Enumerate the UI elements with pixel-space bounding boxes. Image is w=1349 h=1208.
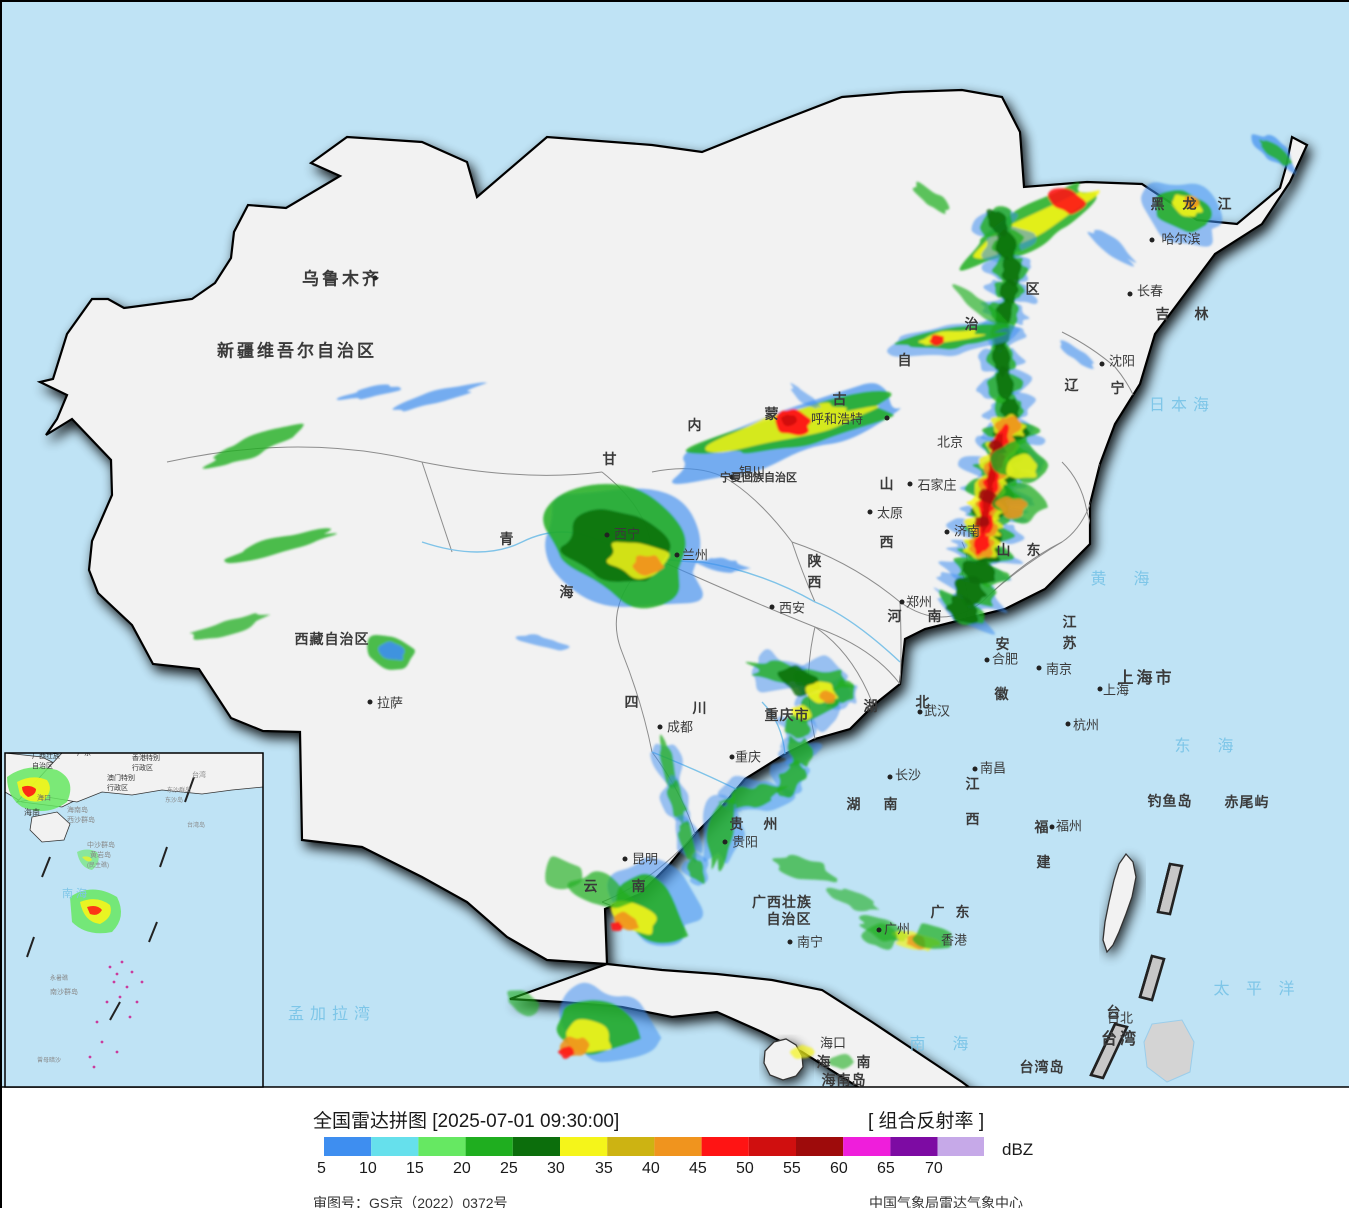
svg-text:台湾岛: 台湾岛 <box>187 821 205 829</box>
svg-text:台湾: 台湾 <box>192 770 206 779</box>
svg-text:南 海: 南 海 <box>62 886 87 900</box>
svg-text:东沙岛: 东沙岛 <box>165 796 183 804</box>
svg-text:澳门特别: 澳门特别 <box>107 773 135 782</box>
svg-text:行政区: 行政区 <box>132 763 153 772</box>
svg-text:香港特别: 香港特别 <box>132 753 160 762</box>
svg-text:海南: 海南 <box>24 807 40 817</box>
svg-text:曾母暗沙: 曾母暗沙 <box>37 1056 61 1064</box>
svg-text:东沙群岛: 东沙群岛 <box>167 786 191 794</box>
svg-text:(民主礁): (民主礁) <box>87 861 109 869</box>
svg-text:黄岩岛: 黄岩岛 <box>90 850 111 859</box>
svg-text:西沙群岛: 西沙群岛 <box>67 815 95 824</box>
svg-text:行政区: 行政区 <box>107 783 128 792</box>
svg-text:南沙群岛: 南沙群岛 <box>50 987 78 996</box>
svg-text:海南岛: 海南岛 <box>67 805 88 814</box>
svg-text:中沙群岛: 中沙群岛 <box>87 840 115 849</box>
svg-text:海口: 海口 <box>37 793 51 802</box>
svg-text:自治区: 自治区 <box>32 761 53 770</box>
svg-text:永暑礁: 永暑礁 <box>50 974 68 982</box>
